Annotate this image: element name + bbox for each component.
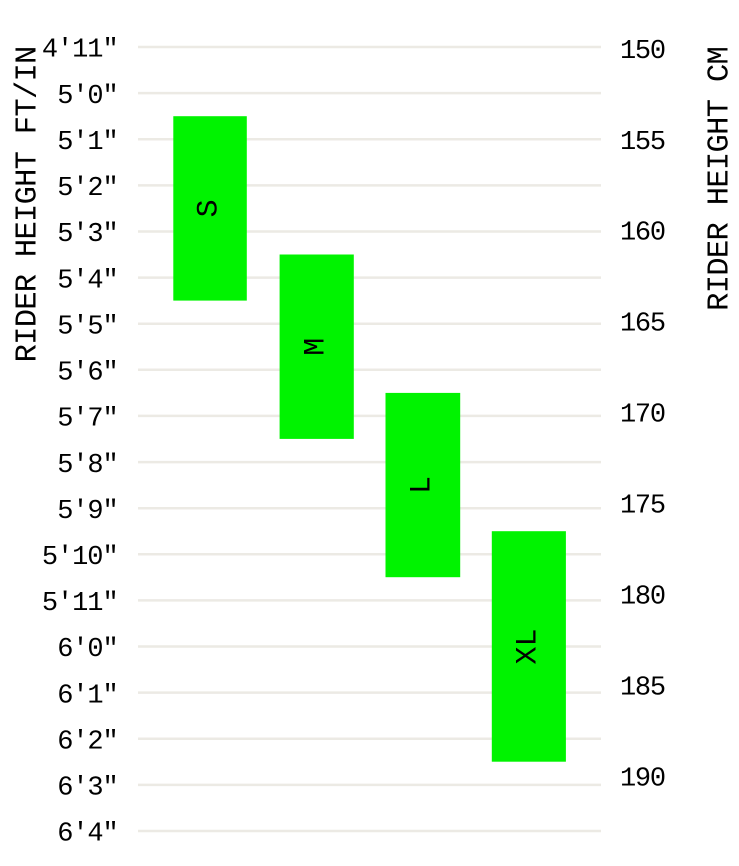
svg-text:RIDER HEIGHT FT/IN: RIDER HEIGHT FT/IN [11,46,45,362]
svg-text:RIDER HEIGHT CM: RIDER HEIGHT CM [704,47,738,311]
svg-text:190: 190 [620,765,666,795]
svg-text:5'6": 5'6" [57,359,118,389]
svg-text:S: S [193,199,227,217]
svg-text:6'4": 6'4" [57,820,118,850]
svg-text:5'2": 5'2" [57,174,118,204]
svg-text:150: 150 [620,37,666,67]
svg-text:5'11": 5'11" [42,589,119,619]
svg-text:155: 155 [620,128,666,158]
svg-text:5'9": 5'9" [57,497,118,527]
svg-text:160: 160 [620,219,666,249]
svg-text:185: 185 [620,674,666,704]
svg-text:175: 175 [620,492,666,522]
svg-text:6'3": 6'3" [57,774,118,804]
svg-text:170: 170 [620,401,666,431]
svg-text:6'0": 6'0" [57,635,118,665]
svg-text:180: 180 [620,583,666,613]
svg-text:5'4": 5'4" [57,266,118,296]
svg-text:5'7": 5'7" [57,405,118,435]
svg-text:XL: XL [512,628,546,664]
svg-text:L: L [406,476,440,494]
svg-text:5'0": 5'0" [57,82,118,112]
svg-text:4'11": 4'11" [42,36,119,66]
svg-text:6'1": 6'1" [57,681,118,711]
svg-text:165: 165 [620,310,666,340]
svg-text:5'1": 5'1" [57,128,118,158]
svg-text:6'2": 6'2" [57,728,118,758]
svg-text:5'5": 5'5" [57,312,118,342]
svg-text:M: M [299,338,333,356]
svg-text:5'3": 5'3" [57,220,118,250]
svg-text:5'8": 5'8" [57,451,118,481]
svg-text:5'10": 5'10" [42,543,119,573]
